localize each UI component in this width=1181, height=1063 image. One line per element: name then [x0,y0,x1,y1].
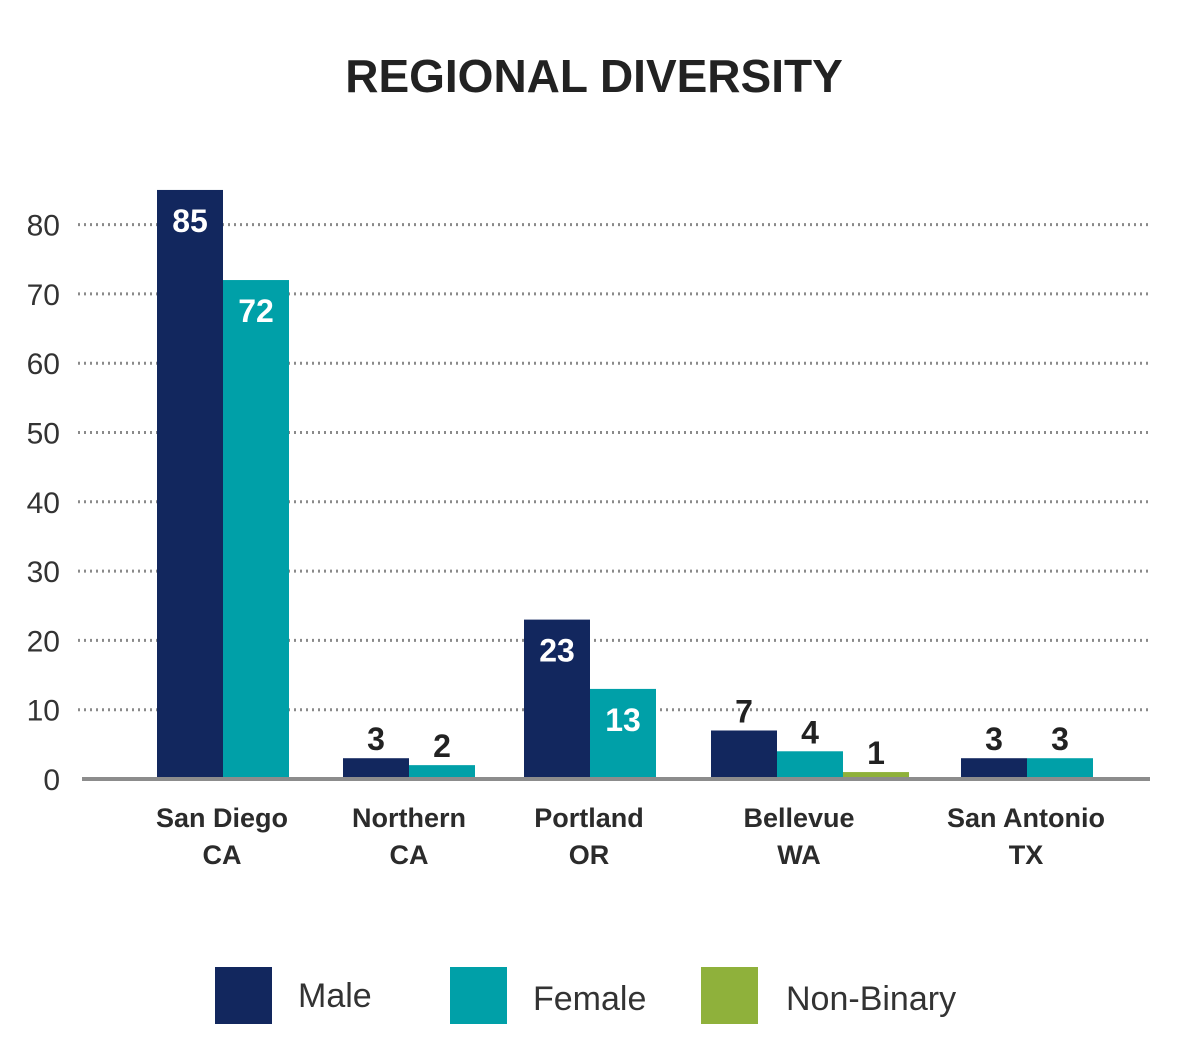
bar-non-binary-3 [843,772,909,779]
bar-male-2 [524,619,590,779]
data-label-non-binary-3: 1 [867,735,885,771]
bar-male-1 [343,758,409,779]
x-category-label-4-0: San Antonio [947,803,1105,833]
legend-label-female: Female [533,980,646,1018]
x-category-label-2-1: OR [569,840,610,870]
y-axis: 0 10 20 30 40 50 60 70 80 [27,210,60,797]
y-tick-label-60: 60 [27,348,60,381]
data-label-male-1: 3 [367,721,385,757]
x-category-label-4-1: TX [1009,840,1044,870]
y-tick-label-20: 20 [27,625,60,658]
x-axis: San Diego CA Northern CA Portland OR Bellevue W… [82,777,1150,870]
bar-male-3 [711,730,777,779]
chart-title: REGIONAL DIVERSITY [345,50,843,102]
x-category-label-1-0: Northern [352,803,466,833]
bar-female-1 [409,765,475,779]
data-label-male-3: 7 [735,693,753,729]
x-category-label-0-0: San Diego [156,803,288,833]
bar-female-2 [590,688,656,779]
data-label-female-0: 72 [238,293,274,329]
data-label-female-2: 13 [605,702,641,738]
legend-swatch-male [215,967,272,1024]
bar-male-0 [157,189,223,779]
x-category-label-1-1: CA [390,840,429,870]
data-label-female-1: 2 [433,728,451,764]
y-tick-label-70: 70 [27,279,60,312]
x-category-label-3-1: WA [777,840,821,870]
legend-label-non-binary: Non-Binary [786,980,956,1018]
y-tick-label-50: 50 [27,418,60,451]
x-category-label-3-0: Bellevue [743,803,854,833]
data-label-female-4: 3 [1051,721,1069,757]
bar-female-4 [1027,758,1093,779]
bar-female-3 [777,751,843,779]
legend-swatch-female [450,967,507,1024]
y-tick-label-10: 10 [27,695,60,728]
y-tick-label-80: 80 [27,210,60,243]
x-category-label-2-0: Portland [534,803,644,833]
legend-label-male: Male [298,977,372,1015]
legend-swatch-non-binary [701,967,758,1024]
legend: Male Female Non-Binary [215,967,956,1024]
data-label-male-0: 85 [172,203,208,239]
data-label-female-3: 4 [801,714,819,750]
y-tick-label-40: 40 [27,487,60,520]
y-tick-label-30: 30 [27,556,60,589]
y-tick-label-0: 0 [43,764,60,797]
bar-male-4 [961,758,1027,779]
bar-female-0 [223,280,289,779]
data-label-male-4: 3 [985,721,1003,757]
data-label-male-2: 23 [539,633,575,669]
x-category-label-0-1: CA [203,840,242,870]
